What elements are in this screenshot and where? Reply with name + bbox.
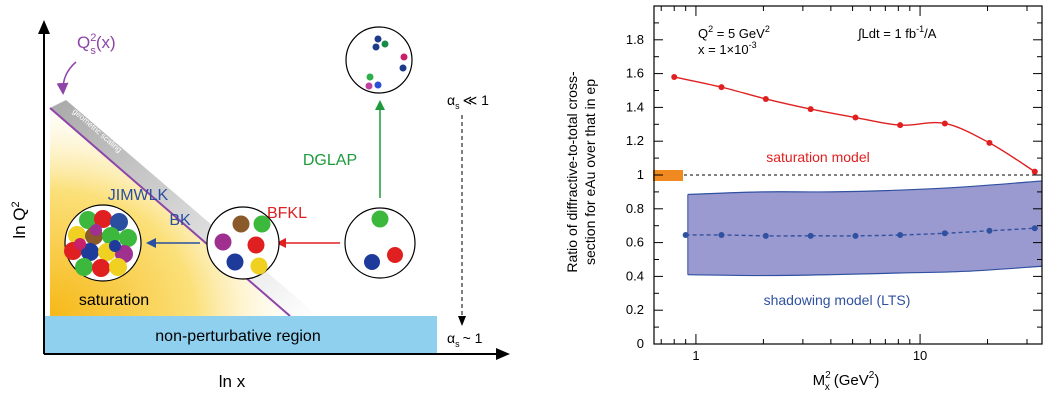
- saturation-point: [718, 84, 725, 91]
- shadowing-uncertainty-band: [687, 180, 1042, 276]
- saturation-point: [807, 106, 814, 113]
- alpha-dashed-arrow: [458, 115, 466, 326]
- y-tick-label: 0.8: [626, 201, 644, 216]
- shadowing-point: [762, 232, 769, 239]
- alpha-small-label: αs ≪ 1: [447, 92, 489, 111]
- y-tick-label: 0.6: [626, 235, 644, 250]
- shadowing-point: [1031, 225, 1038, 232]
- x-axis-label: M2 x (GeV2): [813, 370, 880, 393]
- non-perturbative-label: non-perturbative region: [155, 328, 320, 345]
- shadowing-point: [986, 227, 993, 234]
- ep-reference-marker: [653, 170, 683, 181]
- y-tick-label: 1.6: [626, 66, 644, 81]
- lumi-annotation: ∫Ldt = 1 fb-1/A: [857, 24, 937, 41]
- shadowing-point: [682, 231, 689, 238]
- x-axis-arrowhead: [496, 348, 510, 360]
- dglap-arrow: [375, 100, 385, 198]
- saturation-point: [941, 120, 948, 127]
- dilute-circle-top: [345, 26, 413, 94]
- shadowing-point: [807, 232, 814, 239]
- q2-annotation: Q2 = 5 GeV2: [698, 24, 770, 41]
- qs-arrow: [56, 61, 77, 95]
- bfkl-label: BFKL: [267, 205, 307, 222]
- dilute-circle-mid: [344, 207, 416, 279]
- ratio-chart: 0 0.2 0.4 0.6 0.8 1 1.2 1.4 1.6 1.8 1 10 Q2 = 5 GeV…: [564, 5, 1043, 393]
- saturation-boundary-line: [49, 107, 291, 317]
- y-axis-label-line2: section for eAu over that in ep: [582, 79, 598, 265]
- band-lower-edge: [687, 265, 1043, 277]
- saturation-label: saturation: [79, 292, 149, 309]
- shadowing-series-label: shadowing model (LTS): [764, 292, 911, 308]
- y-axis-arrowhead: [38, 20, 50, 34]
- y-tick-label: 1.4: [626, 99, 644, 114]
- saturation-point: [671, 73, 678, 80]
- jimwlk-label: JIMWLK: [108, 187, 169, 204]
- saturation-point: [762, 95, 769, 102]
- saturation-series-label: saturation model: [766, 149, 870, 165]
- dglap-label: DGLAP: [303, 152, 357, 169]
- tick-layer: 0 0.2 0.4 0.6 0.8 1 1.2 1.4 1.6 1.8 1 10: [626, 6, 1042, 363]
- y-tick-label: 0.4: [626, 268, 644, 283]
- shadowing-point: [897, 231, 904, 238]
- saturation-point: [986, 139, 993, 146]
- series-layer: [671, 73, 1038, 239]
- x-annotation: x = 1×10-3: [698, 40, 757, 57]
- non-perturbative-region: [44, 316, 437, 353]
- y-tick-label: 0.2: [626, 302, 644, 317]
- shadowing-point: [718, 231, 725, 238]
- saturation-point: [852, 114, 859, 121]
- evolution-diagram: ln Q2 ln x Q2 s(x) geometric scaling JIMW…: [10, 20, 510, 391]
- saturation-point: [897, 122, 904, 129]
- y-tick-label: 1: [637, 167, 644, 182]
- saturation-point: [1031, 168, 1038, 175]
- y-tick-label: 0: [637, 336, 644, 351]
- y-axis-label: ln Q2: [10, 201, 29, 238]
- shadowing-point: [852, 232, 859, 239]
- y-axis-label-line1: Ratio of diffractive-to-total cross-: [564, 71, 580, 273]
- y-tick-label: 1.2: [626, 133, 644, 148]
- moderate-circle: [206, 206, 280, 280]
- x-axis-label: ln x: [219, 372, 246, 391]
- alpha-large-label: αs ~ 1: [447, 330, 483, 349]
- qs-label: Q2 s(x): [77, 32, 116, 57]
- bfkl-arrow: [276, 238, 340, 248]
- x-tick-label: 10: [913, 348, 927, 363]
- shadowing-band-layer: [687, 180, 1043, 277]
- shadowing-point: [941, 230, 948, 237]
- saturated-circle: [64, 204, 142, 282]
- x-tick-label: 1: [692, 348, 699, 363]
- bk-label: BK: [169, 212, 191, 229]
- band-upper-edge: [687, 180, 1043, 196]
- bk-arrow: [146, 238, 200, 248]
- y-tick-label: 1.8: [626, 32, 644, 47]
